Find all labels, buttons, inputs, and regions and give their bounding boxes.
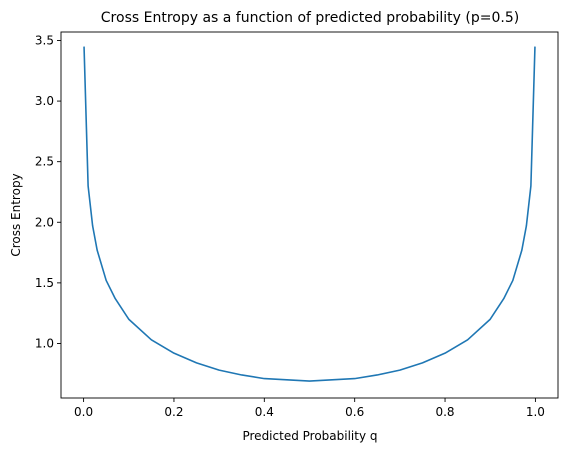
x-tick-label: 0.8 [435, 405, 454, 419]
y-tick-label: 1.0 [35, 336, 54, 350]
x-axis: 0.0 0.2 0.4 0.6 0.8 1.0 [74, 398, 545, 419]
x-tick-label: 0.2 [164, 405, 183, 419]
y-tick-label: 2.5 [35, 155, 54, 169]
y-axis-title: Cross Entropy [9, 173, 23, 256]
x-tick-label: 1.0 [526, 405, 545, 419]
plot-frame [60, 31, 559, 399]
y-axis: 1.0 1.5 2.0 2.5 3.0 3.5 [35, 33, 61, 350]
plot-area [83, 46, 536, 382]
x-tick-label: 0.6 [345, 405, 364, 419]
y-tick-label: 3.5 [35, 33, 54, 47]
y-tick-label: 3.0 [35, 94, 54, 108]
x-axis-title: Predicted Probability q [242, 429, 377, 443]
x-tick-label: 0.0 [74, 405, 93, 419]
chart-title: Cross Entropy as a function of predicted… [101, 10, 519, 26]
series-line-0 [83, 46, 536, 382]
x-tick-label: 0.4 [255, 405, 274, 419]
y-tick-label: 1.5 [35, 276, 54, 290]
y-tick-label: 2.0 [35, 215, 54, 229]
